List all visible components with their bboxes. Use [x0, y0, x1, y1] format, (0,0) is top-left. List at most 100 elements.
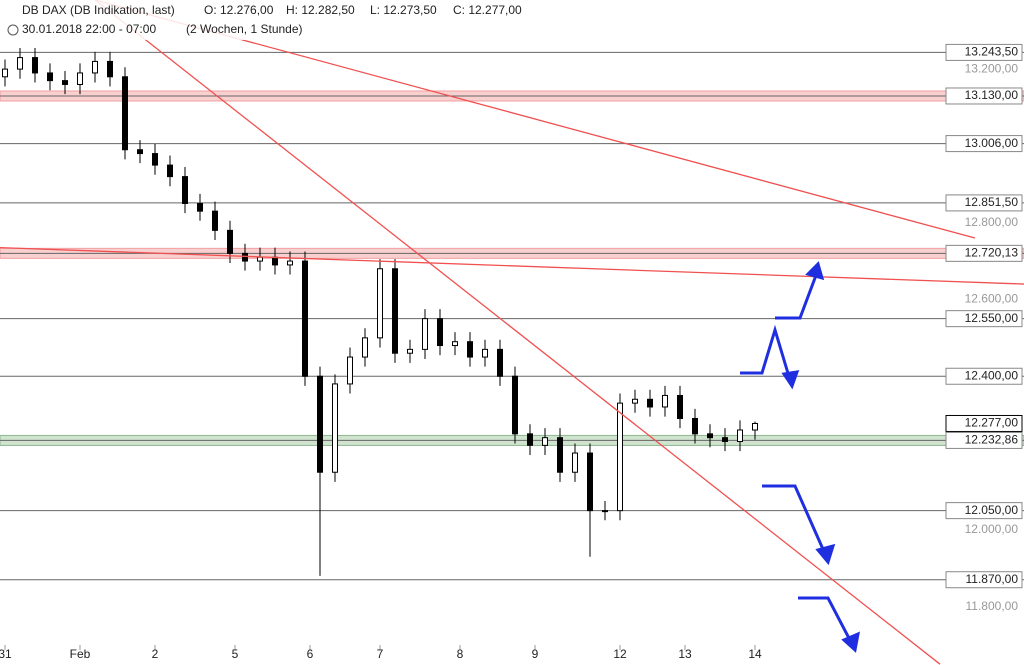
candle-body [527, 433, 533, 446]
x-tick-label: 2 [152, 647, 159, 661]
candle-body [77, 72, 83, 85]
candle-body [317, 375, 323, 473]
level-label: 12.050,00 [965, 503, 1019, 517]
title: DB DAX (DB Indikation, last) [22, 3, 175, 17]
candle-body [752, 422, 758, 431]
candle-body [287, 260, 293, 266]
level-label: 11.870,00 [966, 572, 1019, 586]
y-tick-label: 12.800,00 [965, 215, 1019, 229]
level-label: 12.277,00 [965, 416, 1019, 430]
x-tick-label: 5 [232, 647, 239, 661]
candle-body [32, 57, 38, 74]
x-tick-label: Feb [70, 647, 91, 661]
level-box [945, 414, 1023, 432]
arrow-down [798, 596, 854, 645]
candle-body [677, 394, 683, 419]
level-box [945, 310, 1023, 328]
candle-body [557, 437, 563, 473]
candle-body [302, 260, 308, 377]
level-box [945, 502, 1023, 520]
forecast-arrows [740, 261, 860, 653]
candle-body [647, 398, 653, 408]
x-tick-label: 7 [377, 647, 384, 661]
candle-body [587, 452, 593, 512]
ohlc-close: C: 12.277,00 [453, 3, 522, 17]
candle-body [137, 149, 143, 155]
candle-body [257, 256, 263, 262]
level-label: 12.720,13 [965, 246, 1019, 260]
arrow-down [762, 484, 828, 557]
level-box [945, 431, 1023, 449]
candle-body [452, 341, 458, 347]
candle-body [407, 348, 413, 354]
candle-body [512, 375, 518, 435]
candle-body [152, 153, 158, 166]
candle-body [482, 348, 488, 358]
arrow-head [841, 631, 860, 653]
candle-body [272, 256, 278, 266]
level-label: 13.006,00 [965, 136, 1019, 150]
candle-body [362, 337, 368, 358]
arrow-zigzag [740, 324, 792, 381]
candle-body [227, 229, 233, 254]
candle-body [392, 268, 398, 354]
candle-body [182, 176, 188, 204]
candle-body [212, 210, 218, 231]
y-tick-label: 13.200,00 [965, 61, 1019, 75]
arrow-up [775, 269, 820, 320]
y-tick-label: 12.600,00 [965, 292, 1019, 306]
x-tick-label: 14 [748, 647, 762, 661]
candle-body [632, 398, 638, 404]
candle-body [572, 452, 578, 473]
period: (2 Wochen, 1 Stunde) [186, 22, 303, 36]
x-tick-label: 6 [307, 647, 314, 661]
candle-body [347, 356, 353, 385]
level-label: 13.243,50 [965, 45, 1019, 59]
level-box [945, 87, 1023, 105]
candle-body [107, 60, 113, 78]
candle-body [2, 68, 8, 78]
arrow-head [815, 543, 836, 566]
candle-body [662, 394, 668, 408]
candle-body [617, 402, 623, 512]
arrow-head [781, 370, 800, 390]
subtitle: 30.01.2018 22:00 - 07:00 [22, 22, 156, 36]
candle-body [467, 341, 473, 358]
candle-body [47, 72, 53, 82]
candle-body [167, 164, 173, 178]
candle-body [122, 76, 128, 151]
candle-body [692, 417, 698, 435]
level-label: 12.400,00 [965, 368, 1019, 382]
x-tick-label: 31 [0, 647, 12, 661]
x-tick-label: 13 [678, 647, 692, 661]
candle-body [92, 60, 98, 74]
x-tick-label: 12 [613, 647, 627, 661]
x-tick-label: 8 [457, 647, 464, 661]
ohlc-high: H: 12.282,50 [286, 3, 355, 17]
candle-body [737, 429, 743, 443]
candle-body [17, 57, 23, 70]
candle-body [422, 318, 428, 350]
candle-body [542, 437, 548, 446]
candle-body [62, 80, 68, 85]
trend-line [0, 246, 1024, 285]
clock-icon [7, 24, 19, 36]
candle-body [497, 348, 503, 377]
candle-body [242, 252, 248, 262]
level-label: 12.851,50 [965, 195, 1019, 209]
level-box [945, 43, 1023, 61]
header-bg [0, 0, 540, 40]
candle-body [437, 318, 443, 347]
level-box [945, 135, 1023, 153]
y-tick-label: 12.000,00 [965, 522, 1019, 536]
level-box [945, 244, 1023, 262]
level-box [945, 571, 1023, 589]
ohlc-open: O: 12.276,00 [204, 3, 274, 17]
candle-body [707, 433, 713, 439]
candle-body [602, 510, 608, 513]
level-box [945, 367, 1023, 385]
level-label: 12.550,00 [965, 311, 1019, 325]
level-label: 13.130,00 [965, 88, 1019, 102]
